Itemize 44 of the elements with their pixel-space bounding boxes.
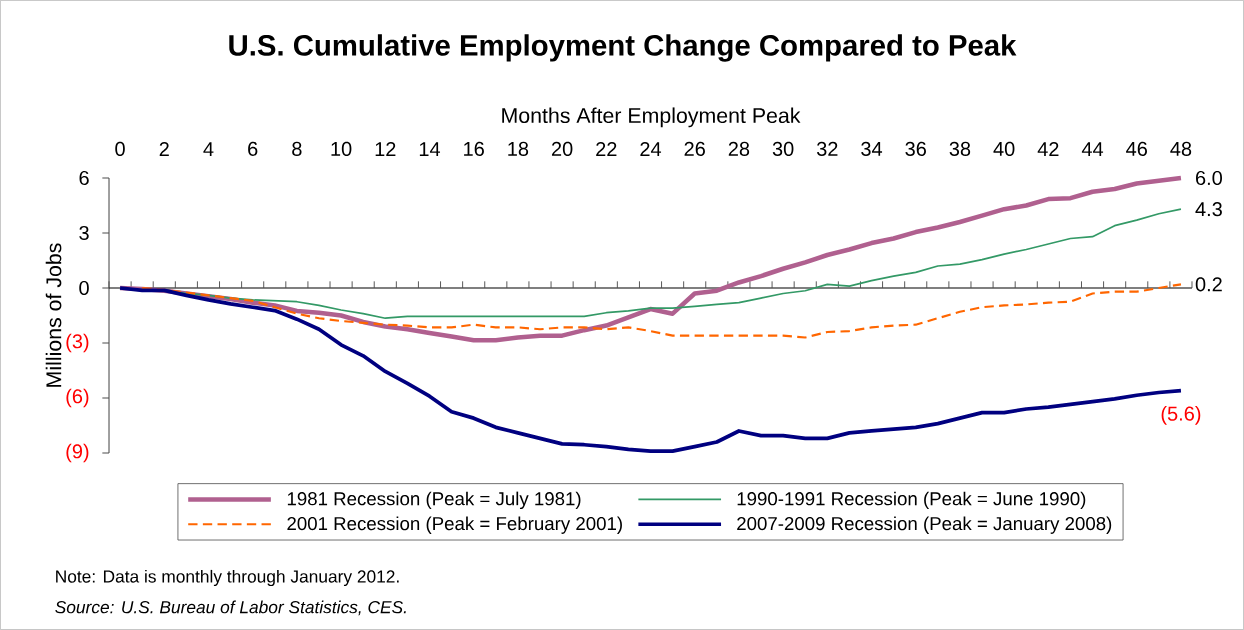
x-tick-label: 0 [115, 141, 125, 156]
x-tick-label: 10 [331, 141, 352, 156]
x-tick-label: 38 [949, 141, 971, 156]
x-tick-label: 8 [292, 141, 302, 156]
x-tick-label: 2 [159, 141, 169, 156]
data-label: 0.2 [1195, 277, 1222, 292]
text: Note: Data is monthly through January 2012. [56, 569, 399, 587]
y-tick-label: 0 [79, 280, 89, 296]
x-tick-label: 22 [596, 141, 617, 156]
x-tick-label: 16 [464, 141, 484, 156]
x-tick-label: 42 [1037, 141, 1059, 156]
x-tick-label: 18 [508, 141, 529, 156]
x-tick-label: 24 [640, 141, 662, 156]
y-tick-label: 6 [79, 170, 89, 186]
x-tick-label: 4 [203, 142, 214, 156]
data-label: (5.6) [1161, 406, 1201, 425]
y-tick-label: 3 [79, 225, 89, 241]
x-tick-label: 20 [551, 141, 573, 156]
source-note: Source: U.S. Bureau of Labor Statistics, CES. [55, 600, 406, 616]
y-tick-label: (3) [66, 333, 89, 353]
y-axis-title: Millions of Jobs [45, 243, 62, 387]
y-tick-label: (9) [66, 443, 89, 463]
x-tick-label: 26 [684, 141, 705, 156]
x-tick-label: 40 [993, 141, 1015, 156]
y-tick-label: (6) [66, 388, 89, 408]
x-tick-label: 28 [728, 141, 750, 156]
legend-label: 2007-2009 Recession (Peak = January 2008) [737, 516, 1112, 534]
x-tick-label: 32 [816, 141, 838, 156]
x-tick-label: 46 [1126, 141, 1147, 156]
x-tick-label: 44 [1081, 142, 1104, 156]
x-tick-label: 6 [248, 141, 258, 156]
x-tick-label: 30 [772, 141, 794, 156]
data-label: 6.0 [1196, 170, 1222, 186]
x-tick-label: 36 [905, 141, 926, 156]
chart-title: U.S. Cumulative Employment Change Compared to Peak [229, 34, 1017, 62]
legend-label: 1981 Recession (Peak = July 1981) [287, 491, 581, 510]
legend-label: 2001 Recession (Peak = February 2001) [287, 516, 622, 534]
x-tick-label: 34 [861, 141, 883, 156]
x-tick-label: 14 [419, 142, 441, 156]
data-label: 4.3 [1195, 202, 1222, 217]
x-tick-label: 12 [375, 141, 396, 156]
legend-label: 1990-1991 Recession (Peak = June 1990) [737, 491, 1086, 510]
x-tick-label: 48 [1170, 141, 1192, 156]
x-axis-title: Months After Employment Peak [502, 107, 801, 128]
